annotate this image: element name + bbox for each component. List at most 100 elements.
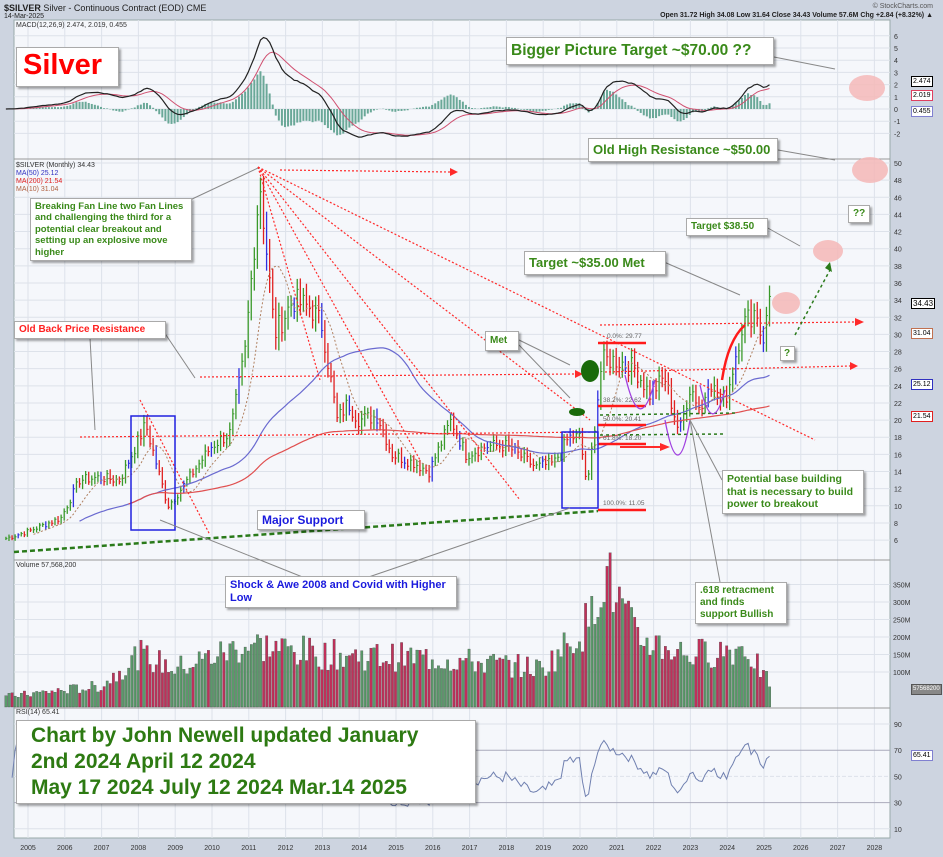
volume-bar bbox=[470, 661, 474, 708]
volume-bar bbox=[179, 655, 183, 708]
x-tick-label: 2012 bbox=[278, 845, 294, 852]
macd-histogram-bar bbox=[121, 109, 124, 112]
macd-histogram-bar bbox=[495, 106, 498, 109]
price-tick-label: 8 bbox=[894, 521, 898, 528]
fib-label: 100.0%: 11.05 bbox=[603, 500, 645, 507]
macd-histogram-bar bbox=[35, 107, 38, 109]
volume-legend: Volume 57,568,200 bbox=[16, 562, 77, 569]
volume-bar bbox=[651, 650, 655, 708]
chart-credit-box: Chart by John Newell updated January 2nd… bbox=[16, 720, 476, 804]
close-price-tag: 34.43 bbox=[911, 298, 936, 309]
volume-bar bbox=[216, 656, 219, 708]
macd-histogram-bar bbox=[345, 109, 348, 130]
price-tick-label: 48 bbox=[894, 178, 902, 185]
macd-tick-label: 4 bbox=[894, 58, 898, 65]
macd-histogram-bar bbox=[271, 104, 274, 109]
shock-awe-box: Shock & Awe 2008 and Covid with Higher L… bbox=[225, 576, 457, 609]
macd-histogram-bar bbox=[762, 104, 765, 109]
double-question-box: ?? bbox=[848, 205, 870, 223]
volume-bar bbox=[354, 649, 357, 708]
volume-bar bbox=[440, 668, 443, 708]
rsi-legend: RSI(14) 65.41 bbox=[16, 709, 60, 716]
volume-bar bbox=[210, 663, 213, 708]
volume-bar bbox=[108, 683, 112, 708]
volume-bar bbox=[719, 641, 722, 708]
volume-bar bbox=[633, 617, 637, 708]
macd-histogram-bar bbox=[440, 99, 443, 109]
volume-bar bbox=[437, 665, 440, 708]
macd-tick-label: 3 bbox=[894, 70, 898, 77]
volume-bar bbox=[7, 693, 11, 708]
arrow-heads bbox=[450, 168, 864, 451]
volume-bar bbox=[602, 602, 606, 708]
rsi-tick-label: 50 bbox=[894, 774, 902, 781]
volume-bar bbox=[510, 677, 514, 708]
x-tick-label: 2008 bbox=[131, 845, 147, 852]
macd-histogram-bar bbox=[66, 105, 69, 109]
macd-histogram-bar bbox=[747, 93, 750, 109]
macd-histogram-bar bbox=[443, 97, 446, 109]
macd-histogram-bar bbox=[394, 109, 397, 112]
fib-label: 0.0%: 29.77 bbox=[607, 333, 642, 340]
volume-bar bbox=[16, 697, 20, 708]
volume-bar bbox=[185, 673, 189, 708]
macd-histogram-bar bbox=[311, 109, 314, 123]
volume-bar bbox=[268, 656, 272, 708]
x-tick-label: 2007 bbox=[94, 845, 110, 852]
macd-histogram-bar bbox=[651, 109, 654, 119]
price-tick-label: 34 bbox=[894, 298, 902, 305]
ma200-tag: 21.54 bbox=[911, 411, 933, 422]
x-tick-label: 2015 bbox=[388, 845, 404, 852]
macd-histogram-bar bbox=[400, 109, 403, 111]
macd-histogram-bar bbox=[41, 106, 44, 109]
price-tick-label: 40 bbox=[894, 247, 902, 254]
macd-histogram-bar bbox=[351, 109, 354, 126]
macd-histogram-bar bbox=[256, 74, 259, 109]
volume-bar bbox=[164, 659, 167, 708]
volume-bar bbox=[213, 662, 216, 708]
macd-histogram-bar bbox=[176, 109, 179, 123]
volume-bar bbox=[225, 660, 229, 708]
volume-bar bbox=[529, 673, 532, 708]
fan-lines-box: Breaking Fan Line two Fan Lines and chal… bbox=[30, 198, 192, 261]
credit-line: May 17 2024 July 12 2024 Mar.14 2025 bbox=[31, 776, 407, 799]
macd-histogram-bar bbox=[464, 104, 467, 109]
x-tick-label: 2019 bbox=[535, 845, 551, 852]
target-35-met-box: Target ~$35.00 Met bbox=[524, 251, 666, 275]
volume-bar bbox=[69, 684, 72, 708]
green-dot bbox=[581, 360, 599, 382]
volume-bar bbox=[654, 635, 658, 708]
macd-histogram-bar bbox=[274, 109, 277, 116]
macd-histogram-bar bbox=[302, 109, 305, 121]
macd-histogram-bar bbox=[118, 109, 121, 112]
macd-histogram-bar bbox=[231, 101, 234, 109]
macd-histogram-bar bbox=[624, 101, 627, 109]
volume-bar bbox=[274, 640, 278, 708]
volume-bar bbox=[375, 644, 379, 708]
macd-histogram-bar bbox=[299, 109, 302, 123]
volume-bar bbox=[299, 659, 302, 708]
macd-histogram-bar bbox=[53, 106, 56, 109]
volume-bar bbox=[694, 656, 698, 708]
volume-bar bbox=[56, 688, 60, 708]
volume-bar bbox=[599, 607, 603, 708]
volume-bar bbox=[691, 664, 695, 708]
volume-bar bbox=[78, 692, 81, 708]
volume-bar bbox=[133, 646, 137, 708]
volume-bar bbox=[461, 660, 465, 708]
macd-histogram-bar bbox=[250, 82, 253, 109]
x-tick-label: 2027 bbox=[830, 845, 846, 852]
volume-tick-label: 350M bbox=[893, 583, 911, 590]
macd-histogram-bar bbox=[47, 107, 50, 109]
volume-bar bbox=[173, 673, 177, 708]
macd-histogram-bar bbox=[283, 109, 286, 128]
volume-bar bbox=[130, 655, 134, 708]
macd-histogram-bar bbox=[648, 109, 651, 119]
volume-bar bbox=[495, 659, 499, 708]
volume-bar bbox=[32, 692, 35, 708]
volume-bar bbox=[522, 671, 526, 708]
macd-histogram-bar bbox=[578, 103, 581, 109]
volume-bar bbox=[145, 645, 149, 708]
volume-bar bbox=[158, 650, 161, 708]
macd-histogram-bar bbox=[575, 103, 578, 109]
